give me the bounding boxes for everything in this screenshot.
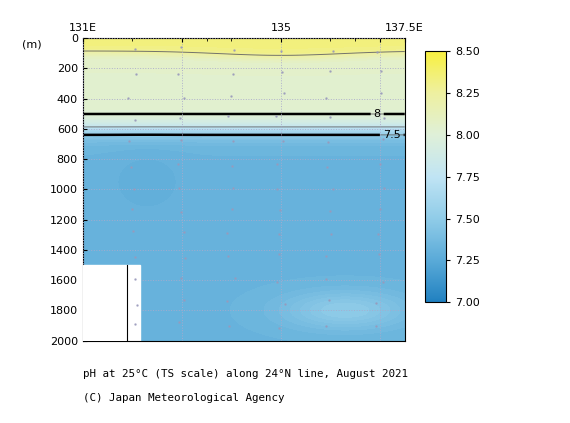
Text: 8: 8 — [373, 109, 381, 119]
Text: pH at 25°C (TS scale) along 24°N line, August 2021: pH at 25°C (TS scale) along 24°N line, A… — [83, 369, 408, 379]
Text: (m): (m) — [22, 39, 41, 49]
Polygon shape — [83, 265, 140, 341]
Text: 7.5: 7.5 — [383, 130, 401, 140]
Text: (C) Japan Meteorological Agency: (C) Japan Meteorological Agency — [83, 393, 284, 403]
